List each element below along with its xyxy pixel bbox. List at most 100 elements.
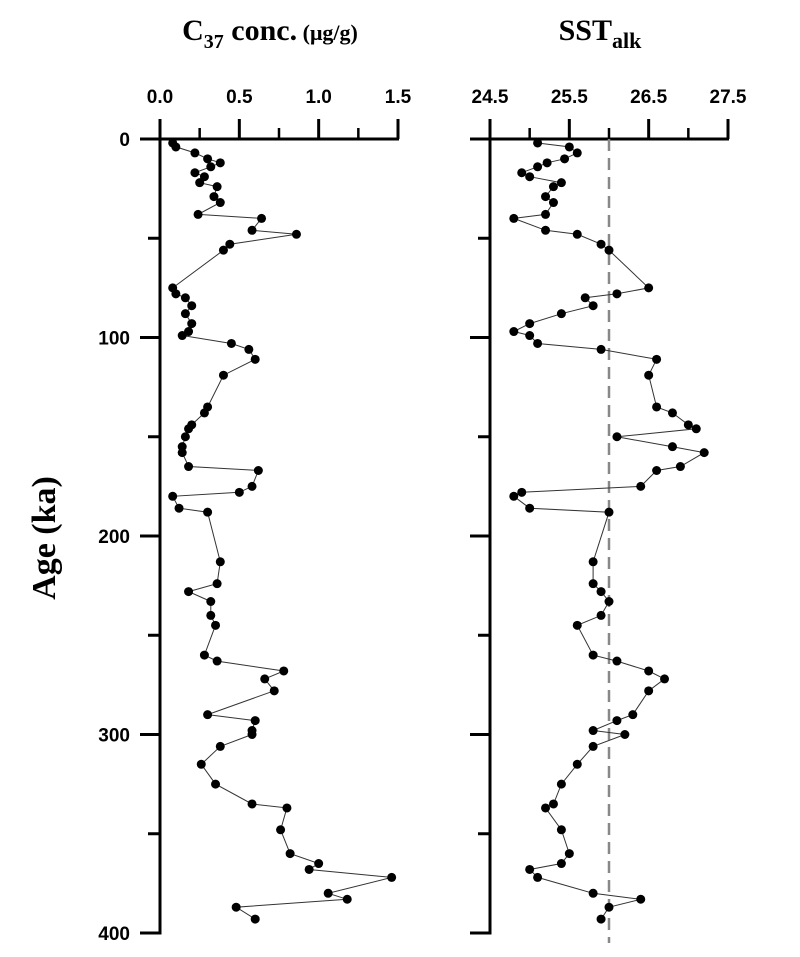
data-point-c37 (342, 894, 352, 904)
data-point-c37 (323, 888, 333, 898)
y-tick-label: 300 (98, 726, 130, 747)
data-point-c37 (234, 487, 244, 497)
data-point-sst (596, 914, 606, 924)
data-point-sst (533, 872, 543, 882)
data-point-sst (564, 142, 574, 152)
title-left-sub: 37 (204, 31, 224, 53)
data-point-sst (541, 803, 551, 813)
x-tick-label-sst: 25.5 (551, 87, 588, 108)
data-point-sst (509, 327, 519, 337)
data-point-sst (556, 779, 566, 789)
panel-c37: 0.0 0.5 1.0 1.5 0 100 200 300 400 (98, 87, 411, 945)
data-point-sst (509, 213, 519, 223)
data-point-c37 (196, 759, 206, 769)
data-point-sst (525, 172, 535, 182)
data-point-sst (588, 888, 598, 898)
data-point-c37 (177, 331, 187, 341)
data-point-c37 (247, 730, 257, 739)
data-point-c37 (253, 465, 263, 475)
data-point-sst (541, 192, 551, 202)
data-point-c37 (190, 168, 200, 178)
data-point-c37 (195, 178, 205, 188)
data-point-c37 (218, 370, 228, 380)
data-point-c37 (247, 225, 257, 235)
data-point-sst (699, 448, 709, 458)
data-point-c37 (250, 716, 260, 726)
data-point-c37 (314, 859, 324, 869)
x-tick-label-c37: 1.5 (385, 87, 412, 108)
data-point-sst (525, 503, 535, 513)
data-point-c37 (184, 462, 194, 472)
data-point-c37 (212, 579, 222, 589)
panel-sst: 24.5 25.5 26.5 27.5 (470, 87, 747, 943)
data-point-c37 (215, 158, 225, 168)
data-point-c37 (206, 610, 216, 620)
data-point-sst (604, 507, 614, 517)
data-point-sst (588, 741, 598, 751)
data-point-c37 (184, 587, 194, 597)
x-tick-label-c37: 0.0 (147, 87, 173, 108)
data-point-sst (588, 557, 598, 567)
data-point-sst (644, 666, 654, 676)
data-point-sst (620, 730, 630, 739)
data-point-c37 (211, 779, 221, 789)
data-point-sst (588, 579, 598, 589)
data-point-sst (588, 726, 598, 736)
data-point-c37 (171, 142, 181, 152)
data-point-sst (652, 354, 662, 364)
data-point-c37 (260, 674, 270, 684)
y-tick-label: 0 (119, 130, 130, 151)
data-point-sst (572, 759, 582, 769)
data-point-sst (548, 799, 558, 809)
data-point-sst (517, 487, 527, 497)
data-point-sst (564, 849, 574, 859)
data-point-sst (636, 894, 646, 904)
data-point-sst (667, 408, 677, 418)
data-point-sst (548, 182, 558, 192)
data-point-sst (636, 481, 646, 491)
data-point-c37 (215, 741, 225, 751)
data-point-c37 (193, 209, 203, 219)
data-point-c37 (304, 864, 314, 874)
data-point-sst (588, 301, 598, 311)
data-point-sst (612, 716, 622, 726)
data-point-sst (580, 293, 590, 303)
data-point-c37 (203, 507, 213, 517)
data-point-sst (572, 620, 582, 630)
data-point-sst (691, 424, 701, 434)
data-point-sst (644, 370, 654, 380)
x-tick-label-c37: 1.0 (305, 87, 331, 108)
data-point-c37 (168, 491, 178, 501)
data-point-sst (644, 283, 654, 293)
title-left-main: C (182, 14, 204, 47)
data-point-c37 (269, 686, 279, 696)
data-point-sst (683, 420, 693, 430)
data-point-sst (596, 239, 606, 249)
data-point-c37 (184, 424, 194, 434)
data-point-c37 (187, 319, 197, 329)
data-point-c37 (247, 799, 257, 809)
title-left-unit: (μg/g) (297, 20, 358, 45)
data-point-sst (604, 902, 614, 912)
data-point-c37 (279, 666, 289, 676)
data-point-sst (612, 289, 622, 299)
data-point-c37 (244, 344, 254, 354)
data-point-sst (596, 587, 606, 597)
data-point-sst (533, 162, 543, 172)
data-point-sst (556, 859, 566, 869)
data-point-sst (541, 209, 551, 219)
data-point-c37 (211, 620, 221, 630)
data-point-sst (612, 656, 622, 666)
data-point-c37 (206, 162, 216, 172)
data-point-sst (560, 154, 570, 164)
data-point-c37 (180, 432, 190, 442)
data-point-sst (525, 864, 535, 874)
data-point-sst (556, 309, 566, 319)
data-point-c37 (247, 481, 257, 491)
data-point-sst (572, 148, 582, 158)
data-point-sst (533, 338, 543, 348)
data-point-c37 (203, 154, 213, 164)
data-point-sst (675, 462, 685, 472)
series-line-c37 (171, 142, 392, 920)
